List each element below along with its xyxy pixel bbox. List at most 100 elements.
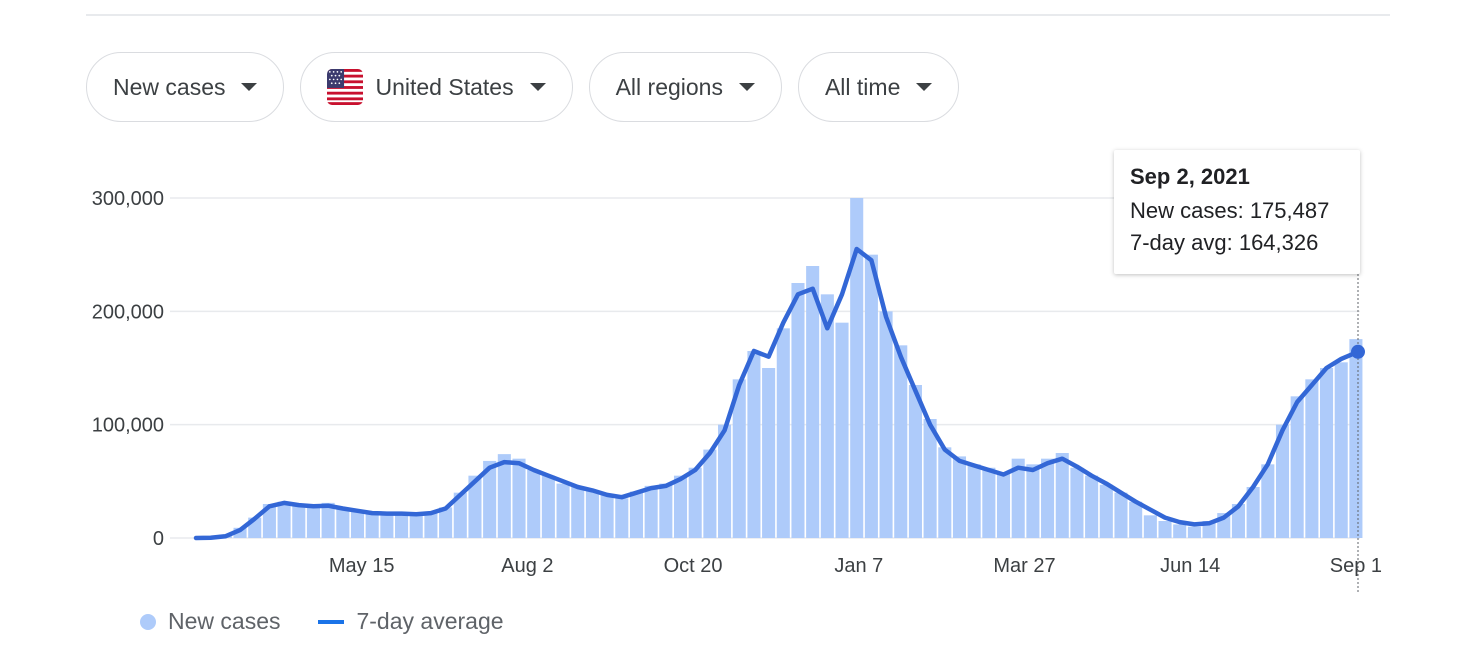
- x-tick-label: Jan 7: [834, 555, 883, 577]
- new-cases-bar: [1231, 504, 1245, 538]
- legend-bars-label: New cases: [168, 608, 281, 634]
- new-cases-bar: [292, 505, 306, 538]
- new-cases-bar: [776, 328, 790, 538]
- new-cases-bar: [644, 485, 658, 538]
- chevron-down-icon: [241, 83, 258, 91]
- new-cases-bar: [938, 447, 952, 538]
- period-dropdown[interactable]: All time: [797, 52, 960, 122]
- x-axis-labels: May 15 Aug 2 Oct 20 Jan 7 Mar 27 Jun 14 Sep 1: [329, 555, 1382, 577]
- new-cases-bar: [483, 460, 497, 538]
- new-cases-bar: [1246, 487, 1260, 538]
- new-cases-bar: [952, 456, 967, 538]
- new-cases-bar: [336, 508, 350, 538]
- x-tick-label: Oct 20: [664, 555, 723, 577]
- new-cases-bar: [923, 419, 937, 538]
- new-cases-bar: [1320, 368, 1334, 538]
- chart-legend: New cases 7-day average: [140, 608, 504, 635]
- average-line-path: [193, 246, 1361, 541]
- new-cases-bar: [1011, 458, 1025, 538]
- location-dropdown-label: United States: [375, 73, 514, 100]
- filter-bar: New cases United States All regions All: [86, 52, 960, 124]
- new-cases-bar: [864, 254, 878, 538]
- new-cases-bar: [527, 470, 541, 538]
- new-cases-bar: [439, 507, 453, 538]
- new-cases-bar: [321, 502, 335, 538]
- new-cases-bar: [820, 294, 834, 538]
- new-cases-bar: [1290, 396, 1304, 538]
- tooltip-new-cases: New cases: 175,487: [1130, 198, 1330, 223]
- new-cases-bar: [1070, 467, 1084, 538]
- new-cases-bar: [1041, 458, 1055, 538]
- new-cases-bar: [497, 454, 511, 538]
- new-cases-bar: [1143, 515, 1157, 538]
- new-cases-bar: [629, 491, 644, 538]
- new-cases-bar: [409, 514, 423, 538]
- new-cases-bar: [894, 345, 908, 538]
- new-cases-bar: [1334, 362, 1348, 538]
- new-cases-bar: [908, 385, 922, 538]
- new-cases-bar: [453, 492, 467, 538]
- chevron-down-icon: [738, 83, 755, 91]
- new-cases-bar: [996, 472, 1011, 538]
- new-cases-bar: [1114, 492, 1128, 538]
- new-cases-bar: [879, 311, 893, 538]
- new-cases-bar: [718, 424, 732, 538]
- new-cases-bars: [204, 198, 1363, 538]
- y-tick-label: 100,000: [92, 415, 164, 437]
- new-cases-bar: [806, 266, 820, 538]
- hover-point: [1351, 344, 1365, 359]
- legend-line-swatch: [318, 619, 345, 624]
- hover-indicator: [1351, 274, 1365, 594]
- y-tick-label: 200,000: [92, 301, 164, 323]
- new-cases-bar: [1261, 464, 1275, 538]
- x-tick-label: Jun 14: [1160, 555, 1220, 577]
- new-cases-bar: [1129, 501, 1143, 538]
- new-cases-bar: [365, 513, 379, 538]
- seven-day-average-line: [193, 246, 1361, 541]
- new-cases-bar: [1085, 475, 1099, 538]
- new-cases-bar: [1099, 484, 1113, 538]
- y-tick-label: 0: [153, 528, 164, 550]
- new-cases-bar: [1158, 521, 1172, 538]
- new-cases-bar: [659, 483, 673, 538]
- x-tick-label: May 15: [329, 555, 395, 577]
- new-cases-bar: [571, 487, 585, 538]
- new-cases-bar: [395, 513, 409, 538]
- new-cases-bar: [967, 464, 981, 538]
- new-cases-bar: [600, 494, 614, 538]
- new-cases-bar: [747, 351, 761, 538]
- regions-dropdown[interactable]: All regions: [588, 52, 782, 122]
- y-axis-labels: 0 100,000 200,000 300,000: [92, 188, 164, 550]
- new-cases-bar: [350, 510, 365, 538]
- x-tick-label: Sep 1: [1330, 555, 1382, 577]
- x-tick-label: Mar 27: [993, 555, 1055, 577]
- tooltip-date: Sep 2, 2021: [1130, 164, 1250, 189]
- new-cases-bar: [306, 506, 320, 538]
- new-cases-bar: [585, 490, 599, 538]
- regions-dropdown-label: All regions: [615, 73, 723, 100]
- new-cases-bar: [380, 514, 394, 538]
- new-cases-bar: [233, 527, 247, 538]
- new-cases-bar: [791, 283, 805, 538]
- new-cases-bar: [732, 379, 746, 538]
- location-dropdown[interactable]: United States: [300, 52, 573, 122]
- new-cases-bar: [688, 467, 702, 538]
- new-cases-bar: [424, 511, 438, 538]
- new-cases-bar: [1349, 339, 1363, 538]
- new-cases-bar: [1055, 453, 1069, 538]
- new-cases-bar: [1173, 524, 1187, 538]
- new-cases-bar: [835, 322, 849, 538]
- x-tick-label: Aug 2: [501, 555, 553, 577]
- us-flag-icon: [327, 69, 364, 105]
- new-cases-bar: [277, 501, 291, 538]
- new-cases-bar: [1275, 424, 1290, 538]
- new-cases-bar: [1026, 464, 1040, 538]
- metric-dropdown[interactable]: New cases: [86, 52, 285, 122]
- new-cases-bar: [512, 458, 526, 538]
- legend-bars-swatch: [140, 613, 156, 630]
- new-cases-bar: [541, 475, 555, 538]
- new-cases-bar: [1187, 526, 1201, 538]
- new-cases-bar: [850, 198, 864, 538]
- period-dropdown-label: All time: [824, 73, 901, 100]
